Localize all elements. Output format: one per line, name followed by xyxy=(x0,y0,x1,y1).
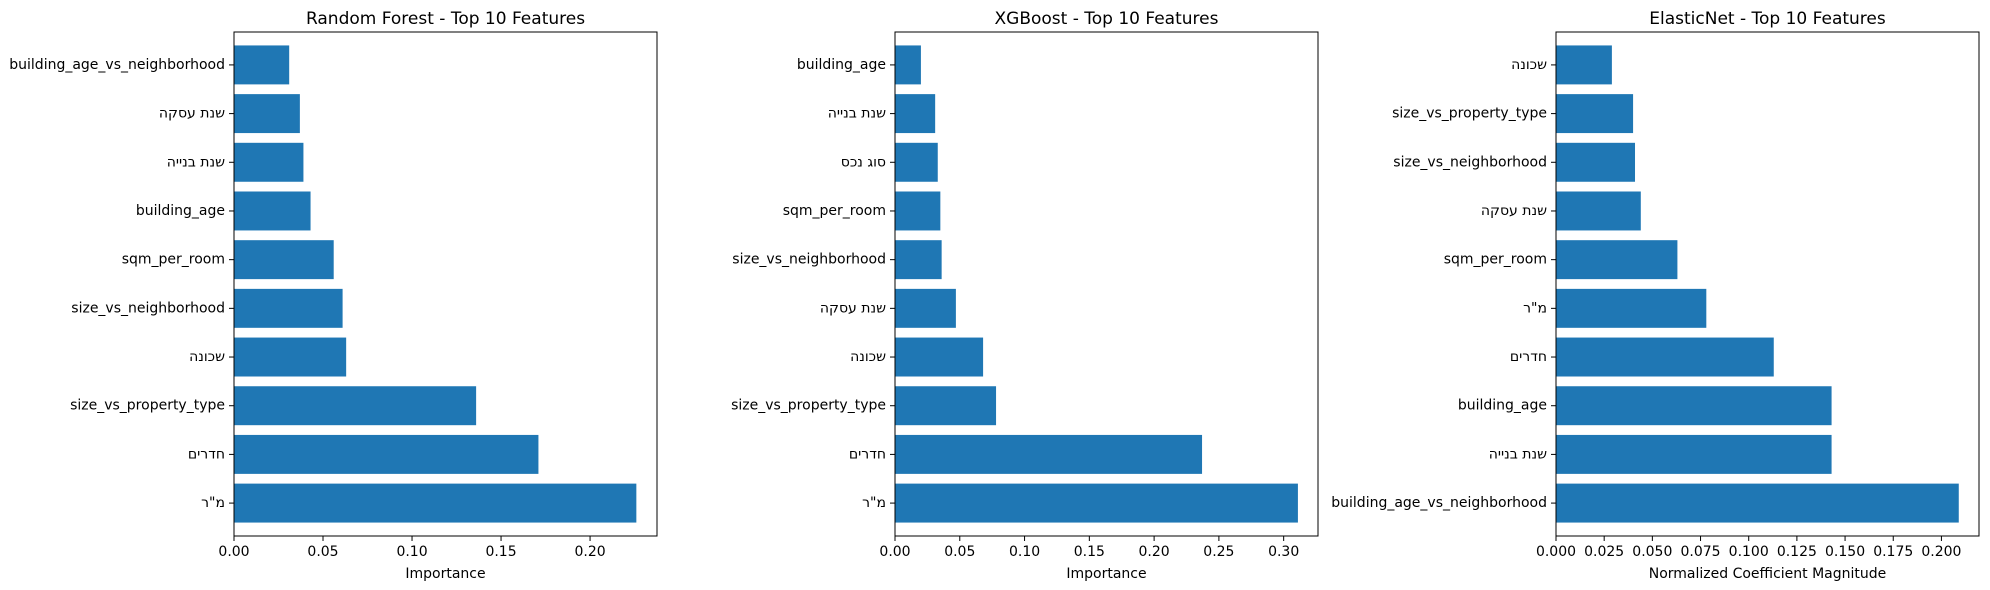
xtick-label: 0.100 xyxy=(1729,544,1769,560)
xtick-label: 0.05 xyxy=(307,544,338,560)
bar-xgboost-5 xyxy=(895,240,942,280)
ytick-label: שנת בנייה xyxy=(167,154,225,170)
ytick-label: building_age xyxy=(136,203,225,219)
bar-elasticnet-3 xyxy=(1556,337,1774,377)
bar-xgboost-1 xyxy=(895,434,1203,474)
ytick-label: חדרים xyxy=(1510,349,1547,365)
axes-frame xyxy=(1555,31,1980,537)
bar-random-forest-1 xyxy=(234,434,539,474)
ytick-label: חדרים xyxy=(188,446,225,462)
bar-elasticnet-5 xyxy=(1556,240,1678,280)
ytick-label: שנת בנייה xyxy=(828,106,886,122)
bar-xgboost-3 xyxy=(895,337,984,377)
axes-frame xyxy=(894,31,1319,537)
bar-elasticnet-9 xyxy=(1556,45,1612,85)
ytick-label: size_vs_neighborhood xyxy=(1393,154,1547,170)
panel-random-forest: מ"ר חדרים size_vs_property_type שכונה size_v… xyxy=(9,9,658,582)
ytick-label: חדרים xyxy=(849,446,886,462)
ytick-label: size_vs_neighborhood xyxy=(71,300,225,316)
bar-random-forest-2 xyxy=(234,386,477,426)
xtick-label: 0.20 xyxy=(1139,544,1170,560)
bar-random-forest-7 xyxy=(234,142,304,182)
ytick-label: size_vs_property_type xyxy=(70,398,225,414)
bar-random-forest-8 xyxy=(234,94,300,134)
xtick-label: 0.25 xyxy=(1203,544,1234,560)
bar-random-forest-3 xyxy=(234,337,347,377)
bar-random-forest-9 xyxy=(234,45,290,85)
bar-xgboost-6 xyxy=(895,191,941,231)
bar-random-forest-6 xyxy=(234,191,311,231)
bar-elasticnet-0 xyxy=(1556,483,1959,523)
xtick-label: 0.025 xyxy=(1584,544,1624,560)
xtick-label: 0.050 xyxy=(1632,544,1672,560)
bar-elasticnet-1 xyxy=(1556,434,1832,474)
xtick-label: 0.00 xyxy=(218,544,249,560)
ytick-label: building_age xyxy=(797,57,886,73)
ytick-label: שנת עסקה xyxy=(1481,203,1547,219)
xtick-label: 0.10 xyxy=(1009,544,1040,560)
ytick-label: building_age_vs_neighborhood xyxy=(1331,495,1547,511)
x-axis-label: Importance xyxy=(405,566,485,582)
bar-elasticnet-8 xyxy=(1556,94,1634,134)
bar-random-forest-5 xyxy=(234,240,334,280)
bar-elasticnet-6 xyxy=(1556,191,1641,231)
xtick-label: 0.175 xyxy=(1873,544,1913,560)
x-axis-label: Normalized Coefficient Magnitude xyxy=(1649,566,1887,582)
ytick-label: building_age_vs_neighborhood xyxy=(9,57,225,73)
ytick-label: sqm_per_room xyxy=(122,252,225,268)
ytick-label: מ"ר xyxy=(1523,300,1547,316)
xtick-label: 0.125 xyxy=(1777,544,1817,560)
panel-title: XGBoost - Top 10 Features xyxy=(995,9,1219,29)
ytick-label: סוג נכס xyxy=(841,154,886,170)
bar-elasticnet-7 xyxy=(1556,142,1636,182)
bar-elasticnet-4 xyxy=(1556,288,1707,328)
bar-xgboost-7 xyxy=(895,142,938,182)
ytick-label: מ"ר xyxy=(201,495,225,511)
xtick-label: 0.10 xyxy=(396,544,427,560)
xtick-label: 0.075 xyxy=(1680,544,1720,560)
ytick-label: שכונה xyxy=(189,349,225,365)
xtick-label: 0.00 xyxy=(879,544,910,560)
ytick-label: שנת עסקה xyxy=(159,106,225,122)
ytick-label: שכונה xyxy=(1511,57,1547,73)
ytick-label: size_vs_neighborhood xyxy=(732,252,886,268)
bar-random-forest-0 xyxy=(234,483,637,523)
ytick-label: size_vs_property_type xyxy=(1392,106,1547,122)
ytick-label: size_vs_property_type xyxy=(731,398,886,414)
ytick-label: שכונה xyxy=(850,349,886,365)
bar-xgboost-2 xyxy=(895,386,997,426)
ytick-label: שנת בנייה xyxy=(1489,446,1547,462)
bar-xgboost-9 xyxy=(895,45,921,85)
axes-frame xyxy=(233,31,658,537)
ytick-label: building_age xyxy=(1458,398,1547,414)
xtick-label: 0.15 xyxy=(1074,544,1105,560)
panel-title: Random Forest - Top 10 Features xyxy=(306,9,585,29)
xtick-label: 0.200 xyxy=(1921,544,1961,560)
panel-elasticnet: building_age_vs_neighborhood שנת בנייה bui… xyxy=(1331,9,1980,582)
bar-random-forest-4 xyxy=(234,288,343,328)
xtick-label: 0.15 xyxy=(485,544,516,560)
ytick-label: מ"ר xyxy=(862,495,886,511)
ytick-label: sqm_per_room xyxy=(783,203,886,219)
bar-xgboost-4 xyxy=(895,288,956,328)
bar-elasticnet-2 xyxy=(1556,386,1832,426)
panel-xgboost: מ"ר חדרים size_vs_property_type שכונה שנת עס… xyxy=(731,9,1319,582)
xtick-label: 0.05 xyxy=(944,544,975,560)
panel-title: ElasticNet - Top 10 Features xyxy=(1649,9,1886,29)
ytick-label: שנת עסקה xyxy=(820,300,886,316)
x-axis-label: Importance xyxy=(1066,566,1146,582)
xtick-label: 0.30 xyxy=(1268,544,1299,560)
xtick-label: 0.20 xyxy=(574,544,605,560)
bar-xgboost-8 xyxy=(895,94,936,134)
xtick-label: 0.000 xyxy=(1536,544,1576,560)
xtick-label: 0.150 xyxy=(1825,544,1865,560)
bar-xgboost-0 xyxy=(895,483,1298,523)
ytick-label: sqm_per_room xyxy=(1444,252,1547,268)
